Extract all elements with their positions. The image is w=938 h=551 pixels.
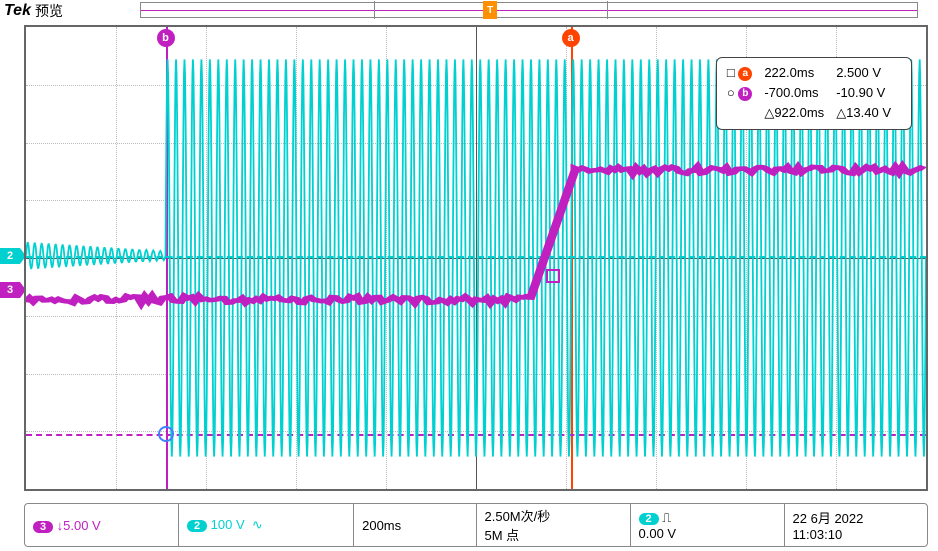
measurement-row-a: □ a 222.0ms 2.500 V [727, 64, 901, 82]
cursor-intersection-marker [158, 426, 174, 442]
square-icon: □ [727, 65, 735, 80]
trigger-cell[interactable]: 2 ⎍ 0.00 V [631, 504, 785, 546]
ac-coupling-icon: ∿ [252, 517, 263, 532]
circle-icon: ○ [727, 85, 735, 100]
channel-2-marker[interactable]: 2 [0, 248, 20, 264]
cursor-measurements-panel: □ a 222.0ms 2.500 V ○ b -700.0ms -10.90 … [716, 57, 912, 130]
status-bar: 3 ↓5.00 V 2 100 V ∿ 200ms 2.50M次/秒 5M 点 … [24, 503, 928, 547]
rising-edge-icon: ⎍ [662, 510, 671, 525]
measurement-row-b: ○ b -700.0ms -10.90 V [727, 84, 901, 102]
mode-label: 预览 [35, 1, 63, 21]
timeline-overview[interactable]: T [140, 2, 918, 18]
trigger-level-indicator[interactable] [546, 269, 560, 283]
overview-line [141, 10, 917, 11]
datetime-cell: 22 6月 2022 11:03:10 [785, 504, 927, 546]
ch3-scale-cell[interactable]: 3 ↓5.00 V [25, 504, 179, 546]
measurement-row-delta: △922.0ms △13.40 V [727, 104, 901, 122]
timebase-cell[interactable]: 200ms [354, 504, 476, 546]
waveform-display[interactable]: b a □ a 222.0ms 2.500 V ○ b -700.0ms -10… [24, 25, 928, 491]
channel-3-marker[interactable]: 3 [0, 282, 20, 298]
brand-label: Tek [4, 2, 31, 20]
ch2-scale-cell[interactable]: 2 100 V ∿ [179, 504, 354, 546]
sample-rate-cell[interactable]: 2.50M次/秒 5M 点 [477, 504, 631, 546]
trigger-position-marker[interactable]: T [483, 1, 497, 19]
